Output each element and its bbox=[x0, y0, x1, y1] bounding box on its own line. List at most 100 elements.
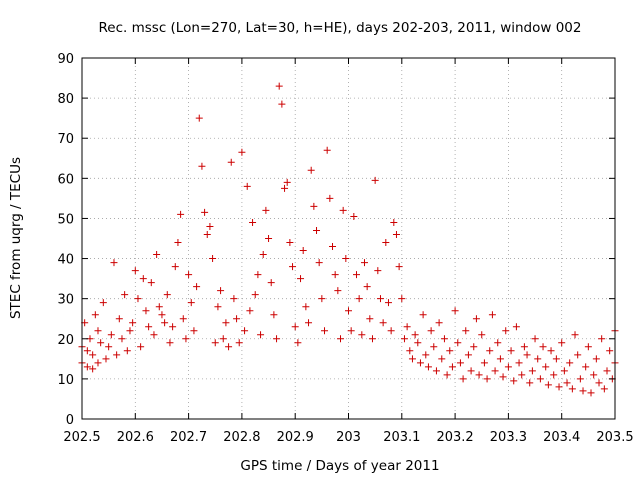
data-point bbox=[321, 327, 329, 335]
data-point bbox=[446, 347, 454, 355]
data-point bbox=[107, 331, 115, 339]
y-tick-label: 80 bbox=[57, 92, 74, 107]
data-point bbox=[283, 178, 291, 186]
data-point bbox=[267, 279, 275, 287]
data-point bbox=[499, 373, 507, 381]
y-tick-label: 70 bbox=[57, 132, 74, 147]
data-point bbox=[243, 182, 251, 190]
data-point bbox=[510, 377, 518, 385]
data-point bbox=[142, 307, 150, 315]
x-tick-label: 203.2 bbox=[436, 430, 473, 445]
data-point bbox=[307, 166, 315, 174]
x-tick-label: 203.3 bbox=[490, 430, 527, 445]
data-point bbox=[147, 279, 155, 287]
data-point bbox=[89, 365, 97, 373]
data-point bbox=[376, 295, 384, 303]
data-point bbox=[584, 343, 592, 351]
data-point bbox=[134, 295, 142, 303]
data-point bbox=[384, 299, 392, 307]
y-tick-label: 0 bbox=[66, 413, 74, 428]
data-point bbox=[118, 335, 126, 343]
data-point bbox=[286, 239, 294, 247]
x-tick-label: 203 bbox=[336, 430, 361, 445]
data-point bbox=[315, 259, 323, 267]
data-point bbox=[331, 271, 339, 279]
data-point bbox=[568, 385, 576, 393]
data-point bbox=[278, 100, 286, 108]
data-point bbox=[153, 251, 161, 259]
data-point bbox=[337, 335, 345, 343]
data-point bbox=[478, 331, 486, 339]
y-axis-title: STEC from uqrg / TECUs bbox=[8, 157, 24, 319]
y-tick-label: 20 bbox=[57, 333, 74, 348]
data-point bbox=[392, 230, 400, 238]
data-point bbox=[419, 311, 427, 319]
data-point bbox=[483, 375, 491, 383]
data-point bbox=[126, 327, 134, 335]
data-point bbox=[145, 323, 153, 331]
data-point bbox=[432, 367, 440, 375]
data-point bbox=[435, 319, 443, 327]
data-point bbox=[190, 327, 198, 335]
grid-lines bbox=[82, 58, 615, 419]
data-point bbox=[427, 327, 435, 335]
data-point bbox=[323, 146, 331, 154]
data-point bbox=[161, 319, 169, 327]
data-point bbox=[219, 335, 227, 343]
data-point bbox=[488, 311, 496, 319]
data-point bbox=[139, 275, 147, 283]
data-point bbox=[102, 355, 110, 363]
data-point bbox=[198, 162, 206, 170]
data-point bbox=[459, 375, 467, 383]
data-point bbox=[291, 323, 299, 331]
data-point bbox=[515, 359, 523, 367]
data-point bbox=[97, 339, 105, 347]
data-point bbox=[171, 263, 179, 271]
data-point bbox=[371, 176, 379, 184]
data-point bbox=[368, 335, 376, 343]
data-point bbox=[187, 299, 195, 307]
data-point bbox=[94, 327, 102, 335]
data-point bbox=[523, 351, 531, 359]
data-point bbox=[233, 315, 241, 323]
data-point bbox=[294, 339, 302, 347]
data-point bbox=[131, 267, 139, 275]
data-point bbox=[254, 271, 262, 279]
data-point bbox=[374, 267, 382, 275]
data-point bbox=[592, 355, 600, 363]
data-point bbox=[166, 339, 174, 347]
data-point bbox=[150, 331, 158, 339]
data-point bbox=[334, 287, 342, 295]
data-point bbox=[467, 367, 475, 375]
data-point bbox=[238, 148, 246, 156]
data-point bbox=[318, 295, 326, 303]
data-point bbox=[464, 351, 472, 359]
data-point bbox=[235, 339, 243, 347]
data-point bbox=[491, 367, 499, 375]
data-point bbox=[94, 359, 102, 367]
data-point bbox=[281, 184, 289, 192]
data-point bbox=[89, 351, 97, 359]
data-point bbox=[579, 387, 587, 395]
data-point bbox=[345, 307, 352, 315]
data-point bbox=[379, 319, 387, 327]
data-point bbox=[193, 283, 201, 291]
data-point bbox=[326, 194, 334, 202]
data-point bbox=[217, 287, 225, 295]
data-point bbox=[302, 303, 310, 311]
data-point bbox=[555, 383, 563, 391]
y-tick-label: 50 bbox=[57, 212, 74, 227]
data-point bbox=[408, 355, 416, 363]
data-point bbox=[83, 363, 91, 371]
data-point bbox=[470, 343, 478, 351]
data-points bbox=[78, 82, 619, 397]
data-point bbox=[494, 339, 502, 347]
data-point bbox=[526, 379, 534, 387]
x-tick-label: 202.5 bbox=[63, 430, 100, 445]
x-tick-label: 202.7 bbox=[170, 430, 207, 445]
y-axis: 0 10 20 30 40 50 60 70 80 90 bbox=[57, 52, 615, 428]
data-point bbox=[395, 263, 403, 271]
data-point bbox=[534, 355, 542, 363]
data-point bbox=[177, 210, 185, 218]
data-point bbox=[273, 335, 281, 343]
